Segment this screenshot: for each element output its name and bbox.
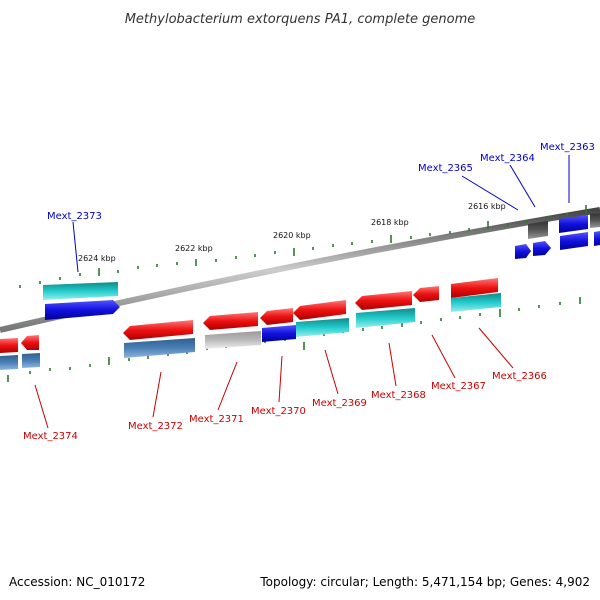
scale-label-2622: 2622 kbp	[175, 244, 213, 253]
gene-arrow[interactable]	[515, 244, 531, 259]
gene-arrow[interactable]	[260, 308, 293, 325]
gene-arrow[interactable]	[528, 221, 548, 239]
gene-arrow[interactable]	[0, 338, 18, 353]
gene-arrow[interactable]	[355, 291, 412, 310]
gene-label-mext-2365[interactable]: Mext_2365	[418, 163, 473, 174]
gene-label-mext-2367[interactable]: Mext_2367	[431, 381, 486, 392]
map-title: Methylobacterium extorquens PA1, complet…	[125, 12, 476, 27]
genome-summary-text: Topology: circular; Length: 5,471,154 bp…	[259, 575, 590, 589]
gene-label-mext-2374[interactable]: Mext_2374	[23, 431, 78, 442]
gene-arrow[interactable]	[559, 215, 588, 233]
reverse-genes	[0, 286, 439, 370]
gene-label-mext-2369[interactable]: Mext_2369	[312, 398, 367, 409]
gene-arrow[interactable]	[296, 318, 349, 337]
gene-arrow[interactable]	[21, 335, 39, 350]
scale-label-2618: 2618 kbp	[371, 218, 409, 227]
gene-arrow[interactable]	[123, 320, 193, 340]
gene-arrow[interactable]	[43, 282, 118, 300]
gene-arrow[interactable]	[451, 293, 501, 312]
gene-label-mext-2370[interactable]: Mext_2370	[251, 406, 306, 417]
gene-label-mext-2371[interactable]: Mext_2371	[189, 414, 244, 425]
gene-arrow[interactable]	[124, 338, 195, 358]
gene-arrow[interactable]	[533, 241, 551, 256]
gene-arrow[interactable]	[0, 355, 18, 370]
bottom-leader-lines	[34, 327, 514, 429]
gene-arrow[interactable]	[45, 300, 120, 320]
gene-arrow[interactable]	[413, 286, 439, 302]
gene-label-mext-2368[interactable]: Mext_2368	[371, 390, 426, 401]
accession-text: Accession: NC_010172	[9, 575, 145, 589]
gene-arrow[interactable]	[205, 331, 261, 349]
gene-label-mext-2366[interactable]: Mext_2366	[492, 371, 547, 382]
gene-arrow[interactable]	[594, 231, 600, 246]
top-leader-lines	[72, 155, 570, 273]
scale-label-2624: 2624 kbp	[78, 254, 116, 263]
gene-label-mext-2372[interactable]: Mext_2372	[128, 421, 183, 432]
gene-arrow[interactable]	[203, 312, 258, 330]
scale-label-2616: 2616 kbp	[468, 202, 506, 211]
gene-label-mext-2373[interactable]: Mext_2373	[47, 211, 102, 222]
gene-arrow[interactable]	[262, 325, 296, 342]
gene-label-mext-2363[interactable]: Mext_2363	[540, 142, 595, 153]
scale-label-2620: 2620 kbp	[273, 231, 311, 240]
scale-ticks-outer	[19, 205, 587, 288]
gene-arrow[interactable]	[22, 353, 40, 368]
forward-genes	[43, 213, 600, 320]
gene-arrow[interactable]	[356, 308, 415, 328]
gene-arrow[interactable]	[451, 278, 498, 298]
gene-arrow[interactable]	[590, 213, 600, 228]
gene-arrow[interactable]	[293, 300, 346, 320]
gene-arrow[interactable]	[560, 232, 588, 250]
gene-label-mext-2364[interactable]: Mext_2364	[480, 153, 535, 164]
